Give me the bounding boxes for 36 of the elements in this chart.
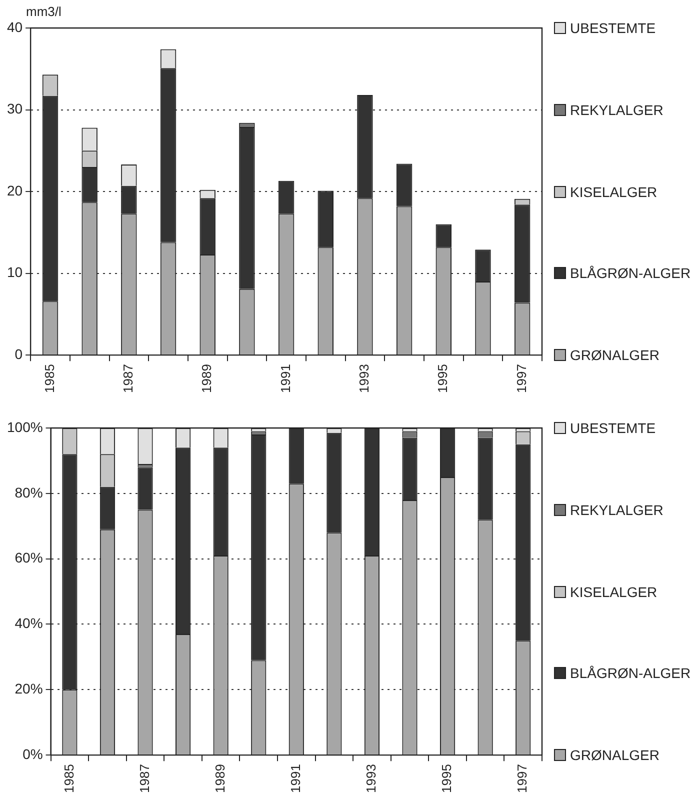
legend-label: REKYLALGER — [570, 102, 664, 118]
x-tick-label: 1995 — [435, 364, 450, 393]
y-tick-label: 0 — [14, 346, 23, 362]
x-tick-label: 1993 — [356, 364, 372, 393]
y-tick-label: 60% — [14, 550, 43, 566]
legend-label: GRØNALGER — [570, 747, 660, 764]
y-tick-label: 40% — [14, 615, 43, 632]
x-tick-label: 1989 — [199, 364, 214, 393]
y-tick-label: 0% — [22, 746, 43, 762]
y-tick-label: 40 — [6, 18, 23, 35]
x-tick-label: 1991 — [278, 364, 293, 393]
legend-label: BLÅGRØN-ALGER — [570, 665, 691, 682]
x-tick-label: 1987 — [136, 764, 152, 793]
legend-label: REKYLALGER — [570, 502, 664, 518]
x-tick-label: 1997 — [514, 364, 529, 393]
legend-label: KISELALGER — [570, 184, 658, 200]
legend-label: GRØNALGER — [570, 347, 660, 364]
x-tick-label: 1995 — [439, 764, 454, 793]
x-tick-label: 1987 — [120, 364, 136, 393]
legend-label: UBESTEMTE — [570, 420, 656, 436]
y-tick-label: 30 — [6, 100, 23, 117]
x-tick-label: 1985 — [61, 764, 76, 793]
y-tick-label: 20 — [6, 182, 23, 198]
x-tick-label: 1989 — [212, 764, 228, 793]
y-tick-label: 100% — [6, 418, 43, 435]
x-tick-label: 1985 — [42, 364, 57, 393]
x-tick-label: 1991 — [288, 764, 303, 793]
x-tick-label: 1997 — [514, 764, 530, 793]
legend-label: KISELALGER — [570, 584, 658, 600]
x-tick-label: 1993 — [364, 764, 379, 793]
y-tick-label: 10 — [6, 264, 23, 280]
y-tick-label: 20% — [14, 680, 43, 697]
legend-label: UBESTEMTE — [570, 20, 656, 36]
y-tick-label: 80% — [14, 484, 43, 500]
legend-label: BLÅGRØN-ALGER — [570, 265, 691, 282]
y-axis-title: mm3/l — [26, 4, 62, 19]
